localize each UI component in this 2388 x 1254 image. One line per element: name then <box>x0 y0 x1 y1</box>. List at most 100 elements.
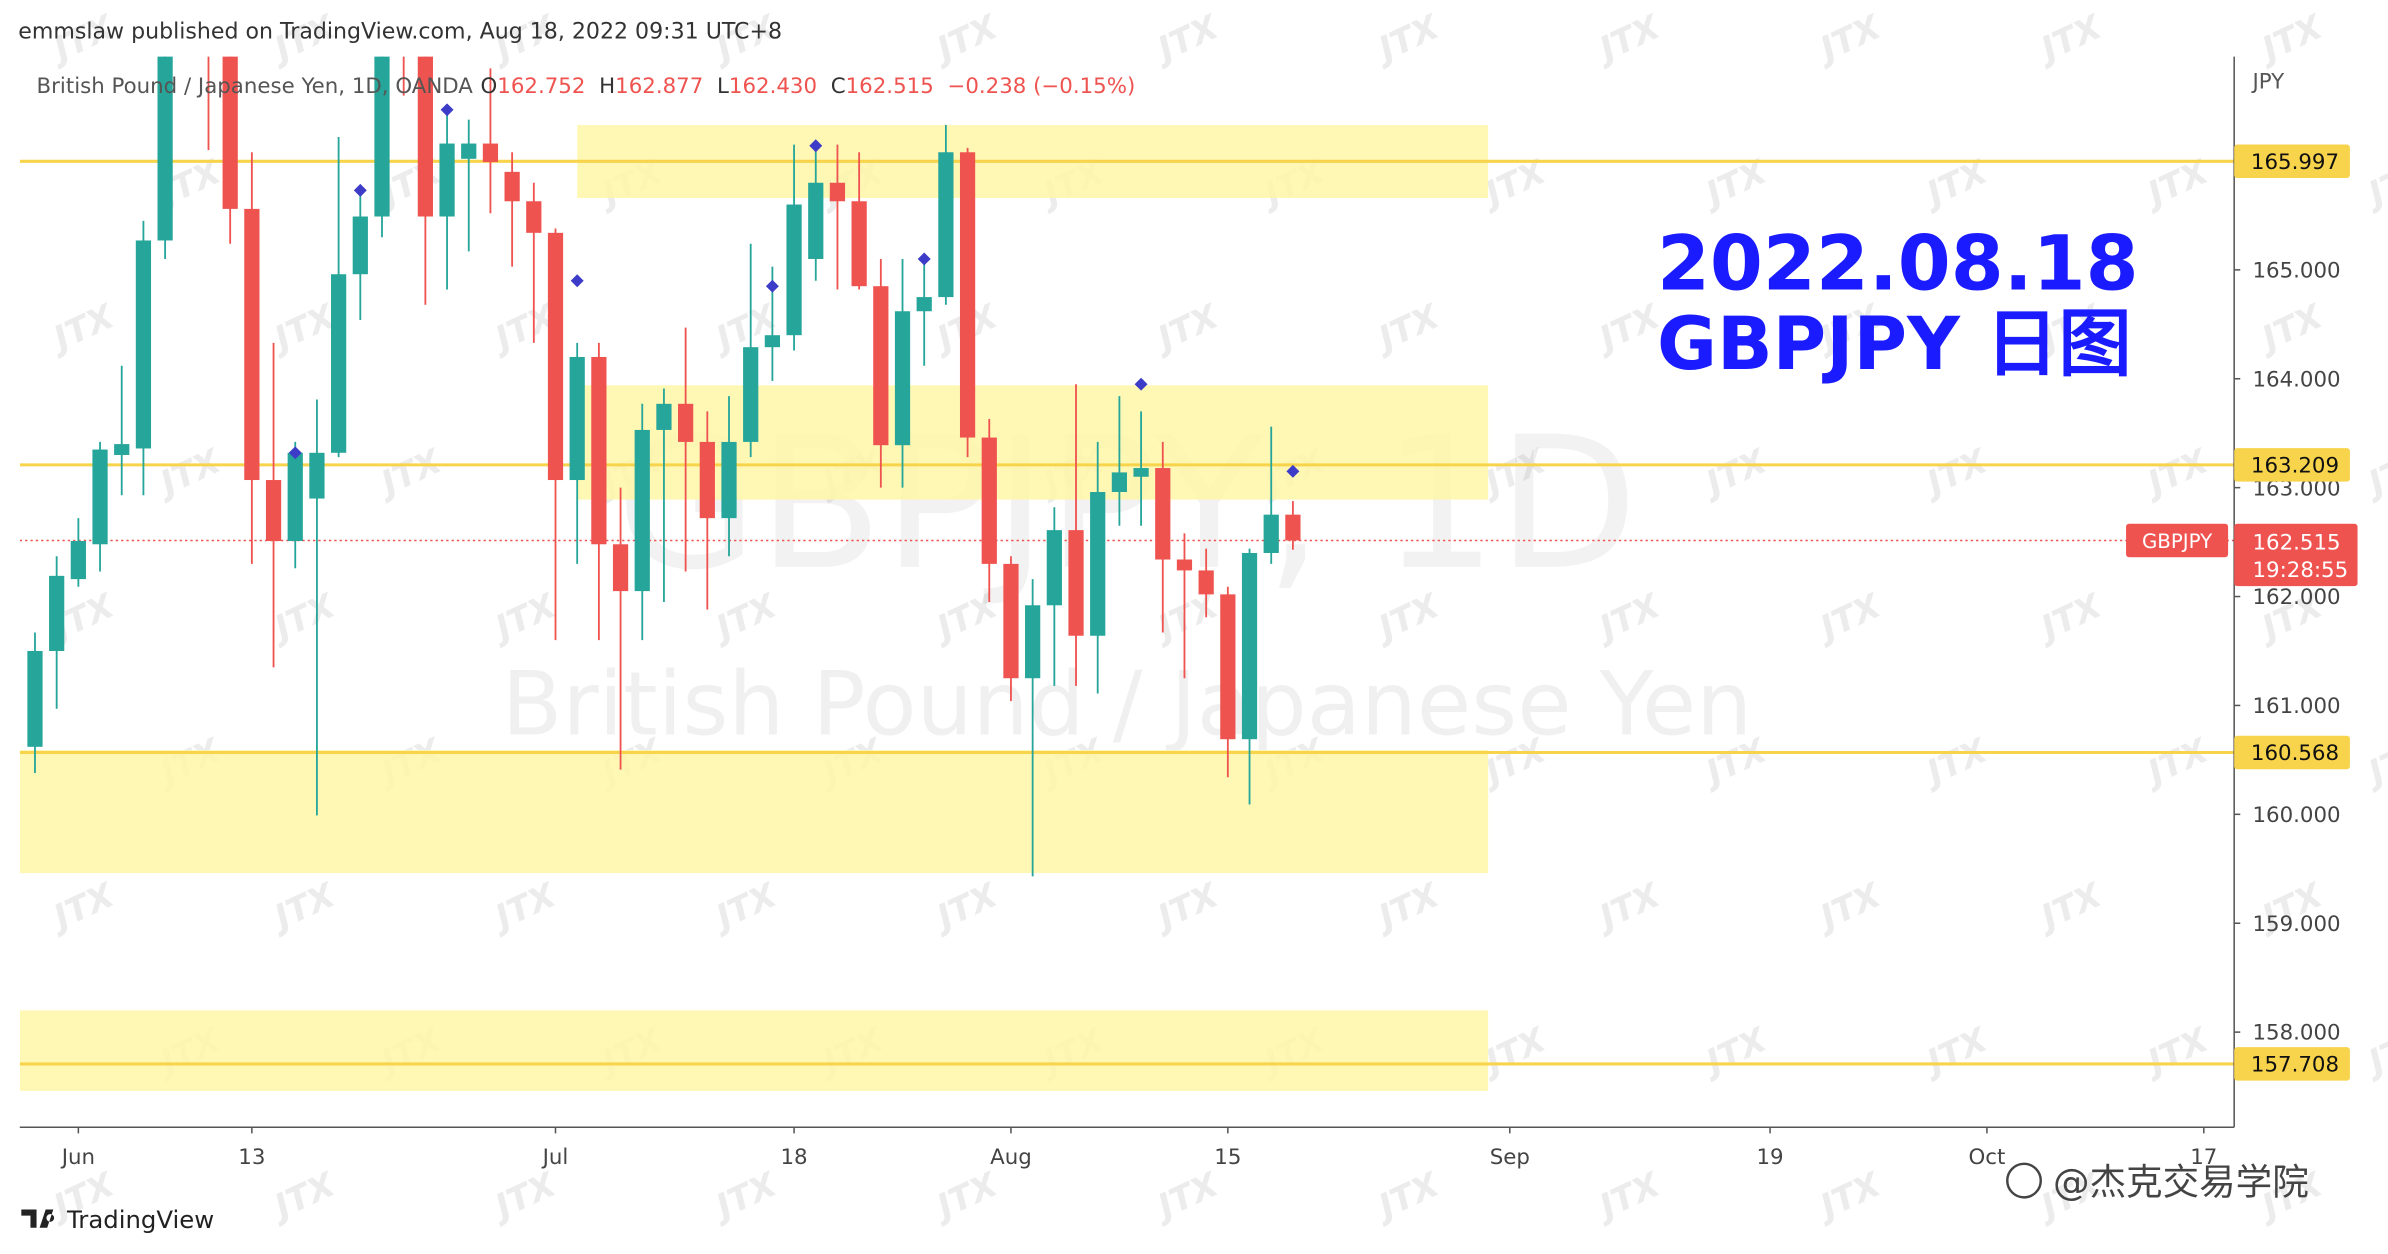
candle-body <box>743 347 759 442</box>
x-tick-label: Jul <box>541 1145 569 1170</box>
y-tick-label: 165.000 <box>2252 258 2340 283</box>
signal-marker <box>570 274 584 288</box>
candle-body <box>135 240 152 449</box>
y-tick-label: 160.000 <box>2252 803 2340 828</box>
legend-value: 162.515 <box>846 74 934 99</box>
candle-body <box>157 56 173 241</box>
signal-marker <box>765 279 779 293</box>
candle-body <box>851 201 867 287</box>
candle-body <box>829 182 846 202</box>
axes: 158.000159.000160.000161.000162.000163.0… <box>60 144 2358 1170</box>
candle-body <box>417 56 433 217</box>
x-tick-label: Oct <box>1969 1145 2006 1170</box>
level-label: 160.568 <box>2251 741 2339 766</box>
candle-body <box>1220 594 1236 740</box>
x-tick-label: 18 <box>781 1145 808 1170</box>
candle-body <box>873 286 889 446</box>
description-watermark: British Pound / Japanese Yen <box>502 652 1752 755</box>
candle-body <box>699 441 715 519</box>
y-tick-label: 159.000 <box>2252 912 2340 937</box>
candle-body <box>1025 605 1041 679</box>
candle-body <box>612 544 629 592</box>
zone <box>19 1010 1489 1091</box>
level-tag <box>2234 144 2350 179</box>
candle-body <box>114 444 130 455</box>
candle-body <box>1285 514 1301 541</box>
credit-icon <box>2006 1162 2042 1199</box>
candle-body <box>916 297 932 312</box>
x-tick-label: 13 <box>238 1145 265 1170</box>
candle-body <box>764 335 780 348</box>
y-tick-label: 164.000 <box>2252 367 2340 392</box>
candle-body <box>959 152 976 438</box>
candle-body <box>808 182 824 259</box>
candle-body <box>678 403 694 442</box>
legend-value: 162.430 <box>729 74 817 99</box>
candle-body <box>1155 468 1171 560</box>
candle-body <box>1046 530 1062 606</box>
level-tag <box>2234 448 2350 482</box>
candle-body <box>1090 492 1106 636</box>
candle-body <box>1176 559 1193 571</box>
candle-body <box>222 56 238 209</box>
x-tick-label: Sep <box>1490 1145 1530 1170</box>
candle-body <box>92 449 108 545</box>
candle-body <box>721 441 737 519</box>
y-tick-label: 162.000 <box>2252 585 2340 610</box>
candle-body <box>656 403 672 430</box>
signal-marker <box>1134 377 1148 391</box>
annotation: GBPJPY 日图 <box>1657 302 2132 387</box>
current-name: GBPJPY <box>2142 530 2213 553</box>
candle-body <box>482 143 499 163</box>
zone <box>19 750 1489 874</box>
candle-body <box>1003 563 1019 679</box>
level-label: 165.997 <box>2251 150 2339 175</box>
candle-body <box>461 143 477 159</box>
legend-key: H <box>599 74 615 99</box>
candle-body <box>439 143 455 217</box>
candle-body <box>1263 514 1279 553</box>
candle-body <box>547 232 564 481</box>
candle-body <box>374 56 390 217</box>
current-name-tag <box>2126 523 2229 558</box>
legend: British Pound / Japanese Yen, 1D, OANDA O… <box>37 74 1136 99</box>
candle-body <box>352 216 368 275</box>
candle-body <box>786 204 802 336</box>
candle-body <box>938 152 954 298</box>
current-price-tag <box>2234 523 2358 587</box>
annotation: 2022.08.18 <box>1657 219 2139 308</box>
candle-body <box>27 650 43 747</box>
level-tag <box>2234 1047 2350 1081</box>
level-label: 163.209 <box>2251 454 2339 479</box>
level-tag <box>2234 735 2350 770</box>
candle-body <box>1241 552 1258 740</box>
candle-body <box>1133 468 1149 477</box>
x-tick-label: Jun <box>60 1145 95 1170</box>
y-tick-label: 161.000 <box>2252 694 2340 719</box>
candle-body <box>70 541 86 580</box>
level-label: 157.708 <box>2251 1053 2339 1078</box>
plot-area <box>19 56 2235 1091</box>
legend-change: −0.238 (−0.15%) <box>947 74 1135 99</box>
candle-body <box>591 356 607 545</box>
x-tick-label: 19 <box>1756 1145 1783 1170</box>
candle-body <box>331 274 347 453</box>
legend-value: 162.752 <box>497 74 585 99</box>
candle-body <box>504 171 520 202</box>
header: emmslaw published on TradingView.com, Au… <box>18 19 782 44</box>
y-tick-label: 158.000 <box>2252 1021 2340 1046</box>
candle-body <box>244 208 260 481</box>
candle-body <box>265 480 282 542</box>
legend-key: C <box>831 74 846 99</box>
legend-value: 162.877 <box>615 74 703 99</box>
footer-credit: @杰克交易学院 <box>2053 1160 2309 1203</box>
candle-body <box>981 437 997 564</box>
candle-body <box>1198 570 1214 595</box>
current-countdown: 19:28:55 <box>2252 558 2348 583</box>
candle-body <box>49 575 65 651</box>
x-tick-label: Aug <box>990 1145 1032 1170</box>
footer-logo: TradingView <box>66 1205 214 1234</box>
signal-marker <box>1286 464 1300 478</box>
